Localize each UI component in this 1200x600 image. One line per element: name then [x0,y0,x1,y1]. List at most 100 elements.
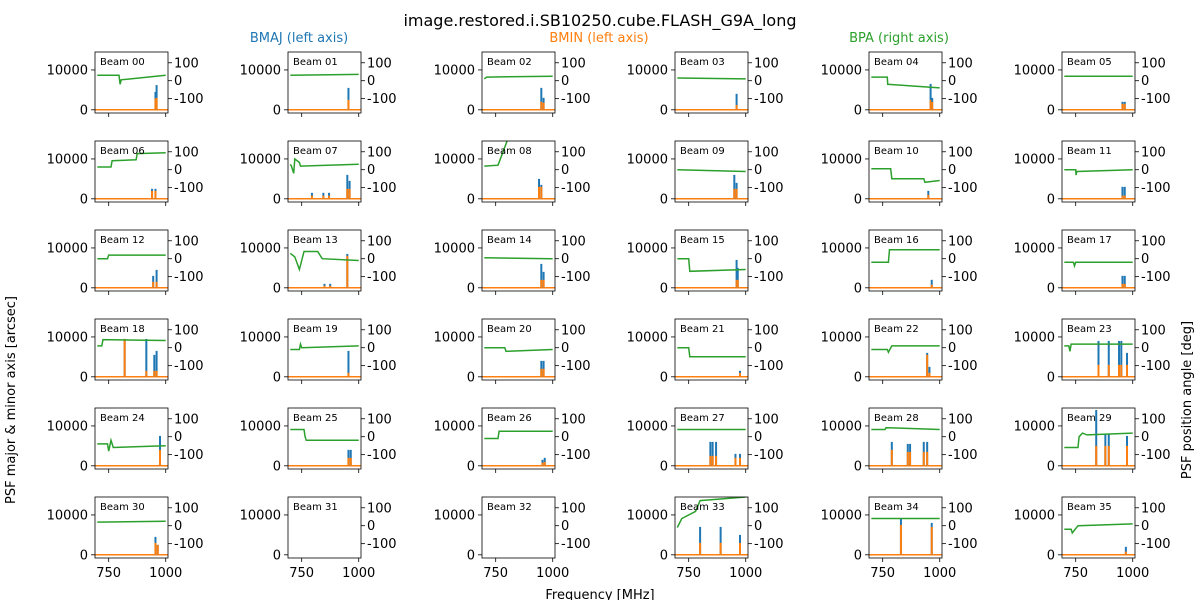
left-tick-label: 10000 [1014,63,1055,78]
bpa-line [677,346,746,358]
left-tick-label: 0 [660,370,668,385]
axes-frame [287,51,362,114]
left-tick-label: 0 [660,459,668,474]
axes-frame [287,140,362,203]
right-tick-label: 0 [561,74,569,89]
beam-label: Beam 23 [1067,324,1112,335]
right-tick-label: 0 [367,163,375,178]
left-tick-label: 0 [467,370,475,385]
right-tick-label: -100 [754,181,784,196]
right-tick-label: 100 [174,56,199,71]
right-tick-label: 0 [174,519,182,534]
axes-frame [674,51,749,114]
axes-frame [94,229,169,292]
x-tick-label: 1000 [536,566,569,581]
beam-label: Beam 13 [293,235,338,246]
x-tick-label: 750 [483,566,508,581]
right-tick-label: -100 [948,359,978,374]
beam-label: Beam 28 [874,413,919,424]
panel-beam-21: Beam 21 0 10000 100 0 -100 [627,318,784,385]
panel-beam-18: Beam 18 0 10000 100 0 -100 [47,318,204,385]
left-tick-label: 0 [1047,459,1055,474]
panel-beam-09: Beam 09 0 10000 100 0 -100 [627,140,784,207]
y-axis-label-left: PSF major & minor axis [arcsec] [4,296,19,504]
left-tick-label: 10000 [47,330,88,345]
right-tick-label: 0 [1141,430,1149,445]
right-tick-label: 100 [174,145,199,160]
left-tick-label: 0 [854,459,862,474]
beam-label: Beam 05 [1067,57,1112,68]
axes-frame [287,407,362,470]
left-tick-label: 0 [854,370,862,385]
left-tick-label: 10000 [240,63,281,78]
right-tick-label: -100 [367,448,397,463]
left-tick-label: 0 [273,103,281,118]
beam-label: Beam 04 [874,57,919,68]
right-tick-label: 100 [1141,56,1166,71]
bpa-line [1064,523,1133,535]
bpa-line [677,257,746,273]
left-tick-label: 10000 [434,330,475,345]
left-tick-label: 0 [273,281,281,296]
right-tick-label: 100 [367,323,392,338]
right-tick-label: -100 [948,92,978,107]
right-tick-label: 100 [174,412,199,427]
axes-frame [868,51,943,114]
left-tick-label: 0 [854,281,862,296]
right-tick-label: 100 [561,234,586,249]
right-tick-label: -100 [561,359,591,374]
left-tick-label: 0 [467,548,475,563]
axes-frame [868,318,943,381]
bpa-line [1064,343,1133,352]
left-tick-label: 0 [660,548,668,563]
bpa-line [289,157,359,174]
right-tick-label: 0 [1141,252,1149,267]
beam-label: Beam 02 [487,57,532,68]
beam-label: Beam 03 [680,57,725,68]
beam-label: Beam 01 [293,57,338,68]
right-tick-label: -100 [1141,181,1171,196]
x-tick-label: 750 [289,566,314,581]
left-tick-label: 10000 [240,152,281,167]
bpa-line [676,497,746,528]
bpa-line [484,257,553,260]
right-tick-label: 0 [174,430,182,445]
left-tick-label: 0 [80,548,88,563]
beam-label: Beam 14 [487,235,532,246]
panel-beam-05: Beam 05 0 10000 100 0 -100 [1014,51,1171,118]
right-tick-label: 0 [367,74,375,89]
right-tick-label: 100 [561,323,586,338]
right-tick-label: -100 [1141,270,1171,285]
right-tick-label: 0 [174,163,182,178]
left-tick-label: 10000 [1014,508,1055,523]
axes-frame [674,496,749,559]
right-tick-label: -100 [367,181,397,196]
axes-frame [868,407,943,470]
right-tick-label: -100 [561,537,591,552]
left-tick-label: 0 [854,548,862,563]
right-tick-label: -100 [367,92,397,107]
beam-label: Beam 22 [874,324,919,335]
panel-beam-15: Beam 15 0 10000 100 0 -100 [627,229,784,296]
left-tick-label: 10000 [240,330,281,345]
bpa-line [290,73,359,77]
axes-frame [674,407,749,470]
right-tick-label: 100 [754,56,779,71]
left-tick-label: 0 [80,192,88,207]
left-tick-label: 10000 [627,508,668,523]
beam-label: Beam 33 [680,502,725,513]
left-tick-label: 0 [854,192,862,207]
right-tick-label: 100 [754,323,779,338]
right-tick-label: -100 [174,270,204,285]
bpa-line [871,248,940,264]
left-tick-label: 0 [80,281,88,296]
left-tick-label: 0 [80,459,88,474]
right-tick-label: 0 [367,519,375,534]
axes-frame [674,318,749,381]
x-tick-label: 750 [1063,566,1088,581]
right-tick-label: 100 [561,145,586,160]
axes-frame [481,407,556,470]
